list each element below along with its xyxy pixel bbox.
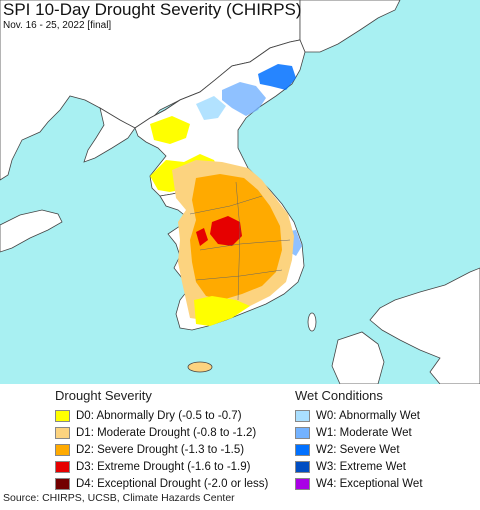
wet-legend-title: Wet Conditions — [295, 388, 383, 403]
wet-legend: Wet Conditions W0: Abnormally Wet W1: Mo… — [295, 388, 423, 492]
wet-area-w0 — [196, 96, 226, 120]
japan-kyushu — [331, 331, 385, 384]
legend-swatch-w1 — [295, 426, 310, 439]
legend-label-w1: W1: Moderate Wet — [316, 426, 412, 439]
legend-item-w1: W1: Moderate Wet — [295, 424, 423, 441]
legend-swatch-w2 — [295, 443, 310, 456]
drought-legend-title: Drought Severity — [55, 388, 152, 403]
legend-item-w0: W0: Abnormally Wet — [295, 407, 423, 424]
legend-label-w2: W2: Severe Wet — [316, 443, 400, 456]
legend-swatch-w4 — [295, 477, 310, 490]
shandong-peninsula — [0, 209, 63, 253]
legend-swatch-w0 — [295, 409, 310, 422]
liaodong-peninsula — [83, 107, 136, 163]
map-title: SPI 10-Day Drought Severity (CHIRPS) — [3, 0, 302, 19]
legend-label-w3: W3: Extreme Wet — [316, 460, 406, 473]
legend-swatch-d4 — [55, 477, 70, 490]
legend-swatch-d2 — [55, 443, 70, 456]
legend-item-d0: D0: Abnormally Dry (-0.5 to -0.7) — [55, 407, 268, 424]
legend-item-d2: D2: Severe Drought (-1.3 to -1.5) — [55, 441, 268, 458]
legend-item-d4: D4: Exceptional Drought (-2.0 or less) — [55, 475, 268, 492]
legend-swatch-d0 — [55, 409, 70, 422]
province-borders — [189, 181, 291, 301]
drought-area-d3-west — [196, 228, 208, 246]
legend-label-d4: D4: Exceptional Drought (-2.0 or less) — [76, 477, 269, 490]
legend-item-d1: D1: Moderate Drought (-0.8 to -1.2) — [55, 424, 268, 441]
legend-swatch-w3 — [295, 460, 310, 473]
date-range: Nov. 16 - 25, 2022 [final] — [3, 20, 112, 31]
legend-label-d0: D0: Abnormally Dry (-0.5 to -0.7) — [76, 409, 242, 422]
legend-label-d2: D2: Severe Drought (-1.3 to -1.5) — [76, 443, 245, 456]
legend-label-d1: D1: Moderate Drought (-0.8 to -1.2) — [76, 426, 257, 439]
drought-map — [0, 0, 480, 384]
wet-area-w1 — [222, 82, 266, 116]
jeju-island — [187, 361, 213, 373]
drought-area-d0-nw — [150, 116, 190, 144]
legend-item-d3: D3: Extreme Drought (-1.6 to -1.9) — [55, 458, 268, 475]
drought-area-d3 — [210, 216, 242, 246]
legend-swatch-d3 — [55, 460, 70, 473]
legend-item-w3: W3: Extreme Wet — [295, 458, 423, 475]
tsushima-island — [307, 312, 317, 332]
legend-label-w4: W4: Exceptional Wet — [316, 477, 423, 490]
wet-area-w2 — [258, 64, 296, 90]
legend-item-w4: W4: Exceptional Wet — [295, 475, 423, 492]
legend-label-w0: W0: Abnormally Wet — [316, 409, 420, 422]
source-credit: Source: CHIRPS, UCSB, Climate Hazards Ce… — [3, 492, 235, 504]
drought-area-d0-south — [194, 296, 250, 326]
japan-honshu — [369, 267, 480, 384]
legend-swatch-d1 — [55, 426, 70, 439]
legend-label-d3: D3: Extreme Drought (-1.6 to -1.9) — [76, 460, 251, 473]
drought-legend: Drought Severity D0: Abnormally Dry (-0.… — [55, 388, 268, 492]
legend-item-w2: W2: Severe Wet — [295, 441, 423, 458]
